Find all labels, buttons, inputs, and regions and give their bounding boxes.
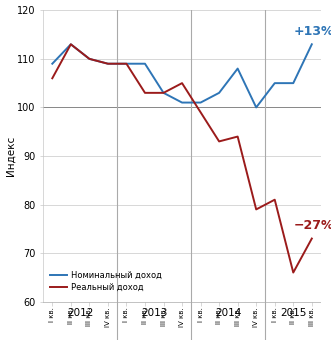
Text: 2013: 2013 <box>141 308 167 318</box>
Text: −27%: −27% <box>293 219 331 232</box>
Y-axis label: Индекс: Индекс <box>6 136 16 176</box>
Text: 2012: 2012 <box>67 308 93 318</box>
Legend: Номинальный доход, Реальный доход: Номинальный доход, Реальный доход <box>50 271 162 292</box>
Text: +13%: +13% <box>293 25 331 38</box>
Text: 2014: 2014 <box>215 308 242 318</box>
Text: 2015: 2015 <box>280 308 307 318</box>
